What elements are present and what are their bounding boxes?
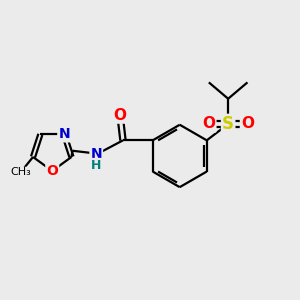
Text: H: H [91,158,101,172]
Text: N: N [90,147,102,161]
Text: N: N [58,128,70,141]
Text: O: O [202,116,215,131]
Text: S: S [222,115,234,133]
Text: O: O [241,116,254,131]
Text: CH₃: CH₃ [10,167,31,177]
Text: O: O [113,108,127,123]
Text: O: O [46,164,58,178]
